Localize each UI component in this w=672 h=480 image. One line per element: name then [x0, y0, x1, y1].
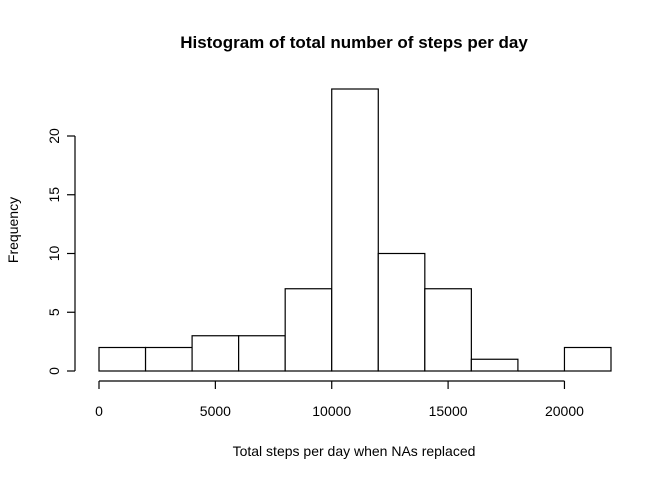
x-axis: 0 5000 10000 15000 20000: [95, 380, 584, 419]
y-tick-label-3: 15: [46, 187, 62, 203]
histogram-bar-8: [470, 358, 519, 372]
histogram-bar-7: [424, 288, 472, 372]
x-axis-label: Total steps per day when NAs replaced: [233, 443, 476, 459]
histogram-bar-4: [284, 288, 333, 372]
y-axis-label: Frequency: [5, 197, 21, 263]
histogram-bar-2: [191, 335, 240, 372]
y-axis: 0 5 10 15 20: [46, 128, 76, 375]
y-tick-label-1: 5: [46, 308, 62, 316]
x-tick-label-3: 15000: [429, 403, 468, 419]
histogram-bar-3: [238, 335, 286, 372]
y-tick-label-4: 20: [46, 128, 62, 144]
histogram-bar-1: [144, 346, 193, 372]
bars-group: [98, 88, 612, 372]
y-tick-label-2: 10: [46, 246, 62, 262]
histogram-bar-10: [563, 346, 612, 372]
histogram-bar-5: [331, 88, 379, 372]
histogram-bar-0: [98, 346, 147, 372]
histogram-bar-6: [377, 252, 426, 372]
x-tick-label-1: 5000: [200, 403, 231, 419]
x-tick-label-2: 10000: [312, 403, 351, 419]
x-tick-label-0: 0: [95, 403, 103, 419]
x-tick-label-4: 20000: [545, 403, 584, 419]
chart-title: Histogram of total number of steps per d…: [180, 33, 528, 52]
y-tick-label-0: 0: [46, 367, 62, 375]
